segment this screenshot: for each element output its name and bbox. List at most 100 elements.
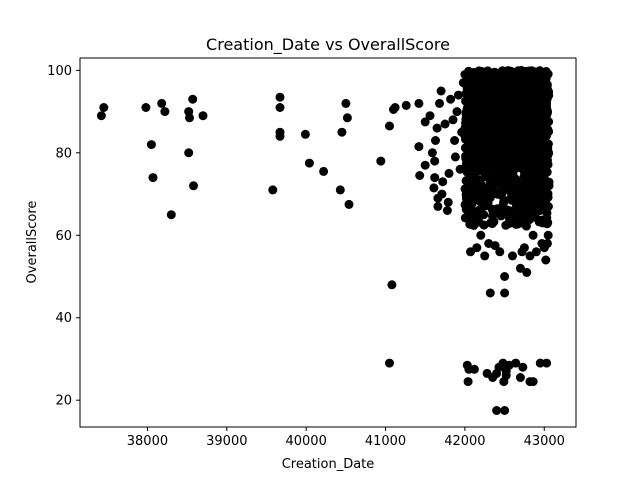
y-tick-label: 100 <box>47 64 72 79</box>
data-point <box>544 181 554 191</box>
data-point <box>442 206 452 215</box>
data-point <box>480 251 490 261</box>
data-point <box>96 111 106 121</box>
data-point <box>390 103 400 112</box>
data-point <box>198 111 208 121</box>
data-point <box>387 280 397 290</box>
data-point <box>160 107 170 117</box>
x-tick-label: 40000 <box>285 434 326 449</box>
data-point <box>275 92 285 102</box>
data-point <box>460 200 470 210</box>
data-point <box>538 218 548 228</box>
data-point <box>476 230 486 240</box>
x-tick-label: 42000 <box>444 434 485 449</box>
data-point <box>427 148 437 158</box>
data-point <box>376 156 386 166</box>
data-point <box>420 117 430 127</box>
data-point <box>460 70 470 79</box>
data-point <box>463 87 472 97</box>
data-point <box>463 377 473 387</box>
data-point <box>515 145 525 155</box>
data-point <box>542 239 552 248</box>
data-point <box>541 255 551 265</box>
data-point <box>483 190 493 200</box>
data-point <box>481 79 491 89</box>
data-point <box>540 88 550 98</box>
data-point <box>492 406 502 415</box>
x-axis-title: Creation_Date <box>282 457 375 472</box>
data-point <box>496 70 506 80</box>
data-point <box>503 177 513 187</box>
data-point <box>495 247 505 257</box>
data-point <box>414 142 424 152</box>
data-point <box>480 126 490 136</box>
data-point <box>304 158 314 168</box>
x-tick-label: 38000 <box>127 434 168 449</box>
data-point <box>450 152 460 162</box>
data-point <box>482 69 491 79</box>
data-point <box>481 136 491 146</box>
data-point <box>268 185 278 195</box>
data-point <box>415 171 425 180</box>
data-point <box>300 129 310 139</box>
data-point <box>511 358 521 368</box>
data-point <box>184 148 194 158</box>
data-point <box>166 210 176 220</box>
data-point <box>490 106 500 116</box>
data-point <box>508 69 518 79</box>
data-point <box>517 123 527 133</box>
data-point <box>185 113 194 123</box>
data-point <box>540 107 550 117</box>
data-point <box>458 78 468 88</box>
data-point <box>519 243 529 253</box>
data-point <box>485 288 495 298</box>
data-point <box>528 125 538 135</box>
data-point <box>500 128 510 138</box>
data-point <box>537 146 547 156</box>
data-point <box>505 184 515 194</box>
data-point <box>440 119 450 129</box>
data-point <box>501 150 511 160</box>
data-point <box>465 215 475 225</box>
data-point <box>448 115 458 125</box>
y-axis-ticks: 20 40 60 80 100 <box>47 64 80 409</box>
data-point <box>535 358 545 368</box>
data-point <box>437 189 447 199</box>
data-point <box>342 113 352 123</box>
data-point <box>99 103 109 112</box>
data-point <box>507 77 516 87</box>
y-tick-label: 60 <box>55 229 72 244</box>
data-point <box>337 127 347 137</box>
data-point <box>469 74 479 84</box>
data-point <box>450 136 460 145</box>
data-point <box>319 166 329 176</box>
data-point <box>446 94 456 104</box>
data-point <box>467 132 477 142</box>
data-point <box>519 133 528 143</box>
data-point <box>531 247 541 257</box>
data-point <box>488 216 498 226</box>
data-point <box>466 185 476 195</box>
data-point <box>541 189 550 199</box>
data-point <box>443 197 453 207</box>
data-point <box>484 158 494 168</box>
data-point <box>534 76 544 86</box>
data-point <box>533 85 542 95</box>
data-point <box>528 230 538 240</box>
data-point <box>462 109 472 119</box>
data-point <box>414 98 424 108</box>
data-point <box>530 159 540 169</box>
data-point <box>517 73 527 83</box>
data-point <box>491 173 501 183</box>
data-point <box>497 187 506 197</box>
data-point <box>467 118 477 128</box>
x-tick-label: 39000 <box>206 434 247 449</box>
x-tick-label: 41000 <box>365 434 406 449</box>
data-point <box>515 263 525 273</box>
data-point <box>512 103 522 113</box>
data-point <box>513 87 523 97</box>
data-point <box>491 94 501 104</box>
data-point <box>141 103 151 112</box>
data-point <box>455 164 465 174</box>
